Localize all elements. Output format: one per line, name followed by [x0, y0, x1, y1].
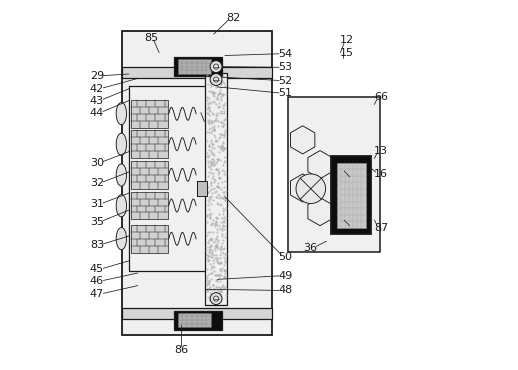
Text: 36: 36 [303, 243, 317, 253]
Text: 29: 29 [90, 71, 104, 81]
Bar [178, 313, 211, 327]
Bar [129, 86, 212, 271]
Text: 49: 49 [279, 270, 293, 281]
Bar [288, 97, 380, 252]
Text: 35: 35 [90, 217, 104, 227]
Text: 42: 42 [90, 84, 104, 94]
Text: 45: 45 [90, 264, 104, 275]
Bar [131, 225, 168, 253]
Text: 46: 46 [90, 276, 104, 286]
Circle shape [210, 293, 222, 305]
Bar [122, 31, 272, 335]
Text: 12: 12 [340, 35, 354, 45]
Text: 47: 47 [90, 289, 104, 299]
Circle shape [296, 174, 326, 204]
Text: 85: 85 [144, 33, 158, 43]
Bar [178, 59, 211, 74]
Bar [131, 100, 168, 128]
Bar [174, 311, 222, 330]
Text: 66: 66 [374, 92, 388, 102]
Ellipse shape [116, 228, 126, 250]
Circle shape [210, 74, 222, 85]
Text: 30: 30 [90, 158, 104, 168]
Text: 13: 13 [374, 146, 388, 156]
Bar [197, 181, 207, 196]
Circle shape [210, 61, 222, 73]
Bar [131, 130, 168, 158]
Ellipse shape [116, 102, 126, 125]
Text: 52: 52 [279, 75, 293, 86]
Text: 54: 54 [279, 48, 293, 59]
Ellipse shape [116, 133, 126, 155]
Text: 44: 44 [90, 108, 104, 118]
Text: 87: 87 [374, 222, 388, 233]
Text: 50: 50 [279, 252, 293, 262]
Text: 51: 51 [279, 88, 293, 98]
Bar [337, 163, 366, 228]
Ellipse shape [116, 164, 126, 186]
Text: 16: 16 [374, 169, 388, 179]
Bar [174, 57, 222, 76]
Text: 83: 83 [90, 240, 104, 250]
Bar [205, 73, 227, 305]
Bar [122, 67, 272, 78]
Bar [122, 308, 272, 319]
Bar [331, 156, 371, 234]
Text: 31: 31 [90, 199, 104, 209]
Text: 53: 53 [279, 62, 293, 73]
Text: 15: 15 [340, 47, 354, 58]
Bar [131, 192, 168, 219]
Text: 32: 32 [90, 178, 104, 188]
Text: 82: 82 [226, 13, 240, 23]
Ellipse shape [116, 195, 126, 217]
Text: 43: 43 [90, 95, 104, 106]
Text: 48: 48 [279, 285, 293, 296]
Bar [131, 161, 168, 189]
Text: 86: 86 [174, 344, 189, 355]
